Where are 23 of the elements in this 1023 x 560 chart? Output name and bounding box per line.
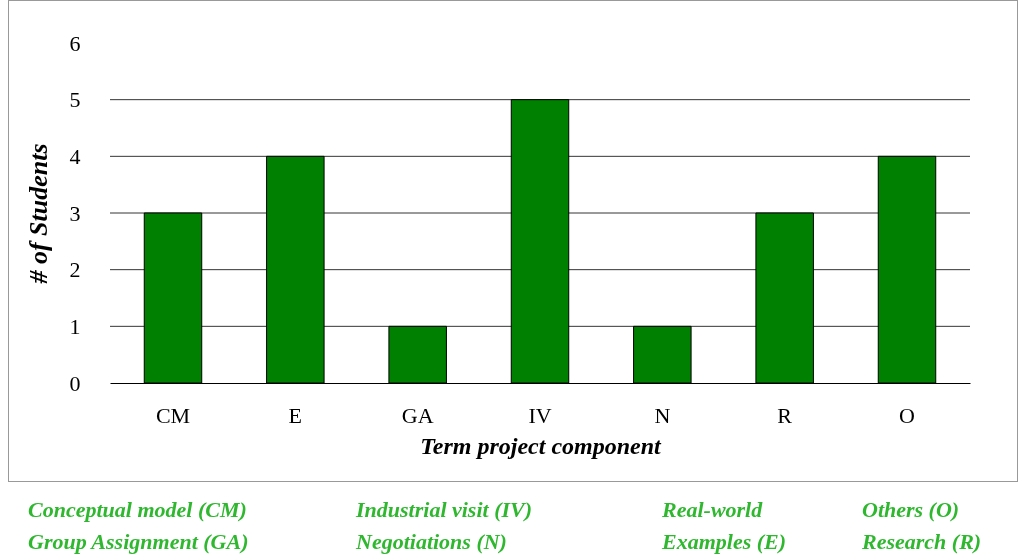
y-tick-label: 3	[69, 200, 81, 226]
y-tick-label: 6	[69, 30, 81, 56]
text: Conceptual model (CM)	[28, 496, 248, 524]
text: Research (R)	[862, 528, 983, 556]
x-tick-label: E	[288, 402, 303, 428]
x-tick-label: O	[899, 402, 915, 428]
x-tick-label: GA	[401, 402, 434, 428]
x-tick-label: CM	[155, 402, 191, 428]
x-axis-title: Term project component	[420, 432, 663, 459]
text: Industrial visit (IV)	[356, 496, 534, 524]
y-tick-label: 2	[69, 257, 81, 283]
text: Group Assignment (GA)	[28, 528, 250, 556]
y-tick-label: 1	[69, 313, 81, 339]
y-tick-label: 0	[69, 370, 81, 396]
y-tick-label: 4	[69, 143, 81, 169]
text: Others (O)	[862, 496, 961, 524]
x-tick-label: N	[654, 402, 671, 428]
text: Negotiations (N)	[356, 528, 508, 556]
x-tick-label: R	[777, 402, 793, 428]
text: Real-world Examples (E)	[662, 496, 788, 556]
y-tick-label: 5	[69, 87, 81, 113]
x-tick-label: IV	[528, 402, 552, 428]
y-axis-title: # of Students	[23, 143, 53, 285]
